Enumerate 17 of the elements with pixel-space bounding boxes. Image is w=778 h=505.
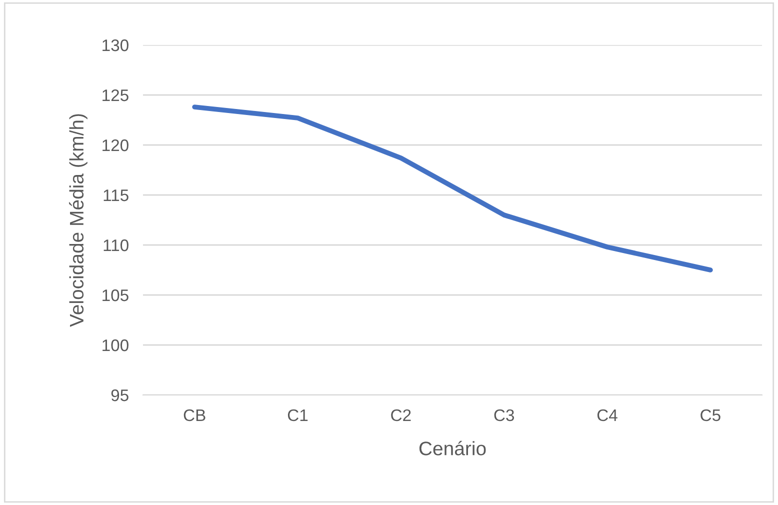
x-axis-title: Cenário	[419, 440, 486, 456]
x-tick-label: C3	[494, 409, 514, 422]
x-tick-label: C1	[288, 409, 308, 422]
y-axis-title: Velocidade Média (km/h)	[69, 114, 88, 327]
y-tick-label: 125	[102, 89, 128, 102]
y-tick-label: 105	[102, 289, 128, 302]
y-tick-label: 120	[102, 139, 128, 152]
x-tick-label: CB	[184, 409, 206, 422]
y-tick-label: 110	[104, 239, 128, 252]
x-tick-label: C2	[391, 409, 411, 422]
y-tick-label: 130	[102, 39, 128, 52]
line-series	[192, 104, 713, 272]
x-tick-label: C4	[597, 409, 618, 422]
y-tick-label: 95	[111, 389, 128, 402]
x-tick-label: C5	[700, 409, 720, 422]
y-tick-label: 100	[102, 339, 128, 352]
y-tick-label: 115	[104, 190, 128, 202]
